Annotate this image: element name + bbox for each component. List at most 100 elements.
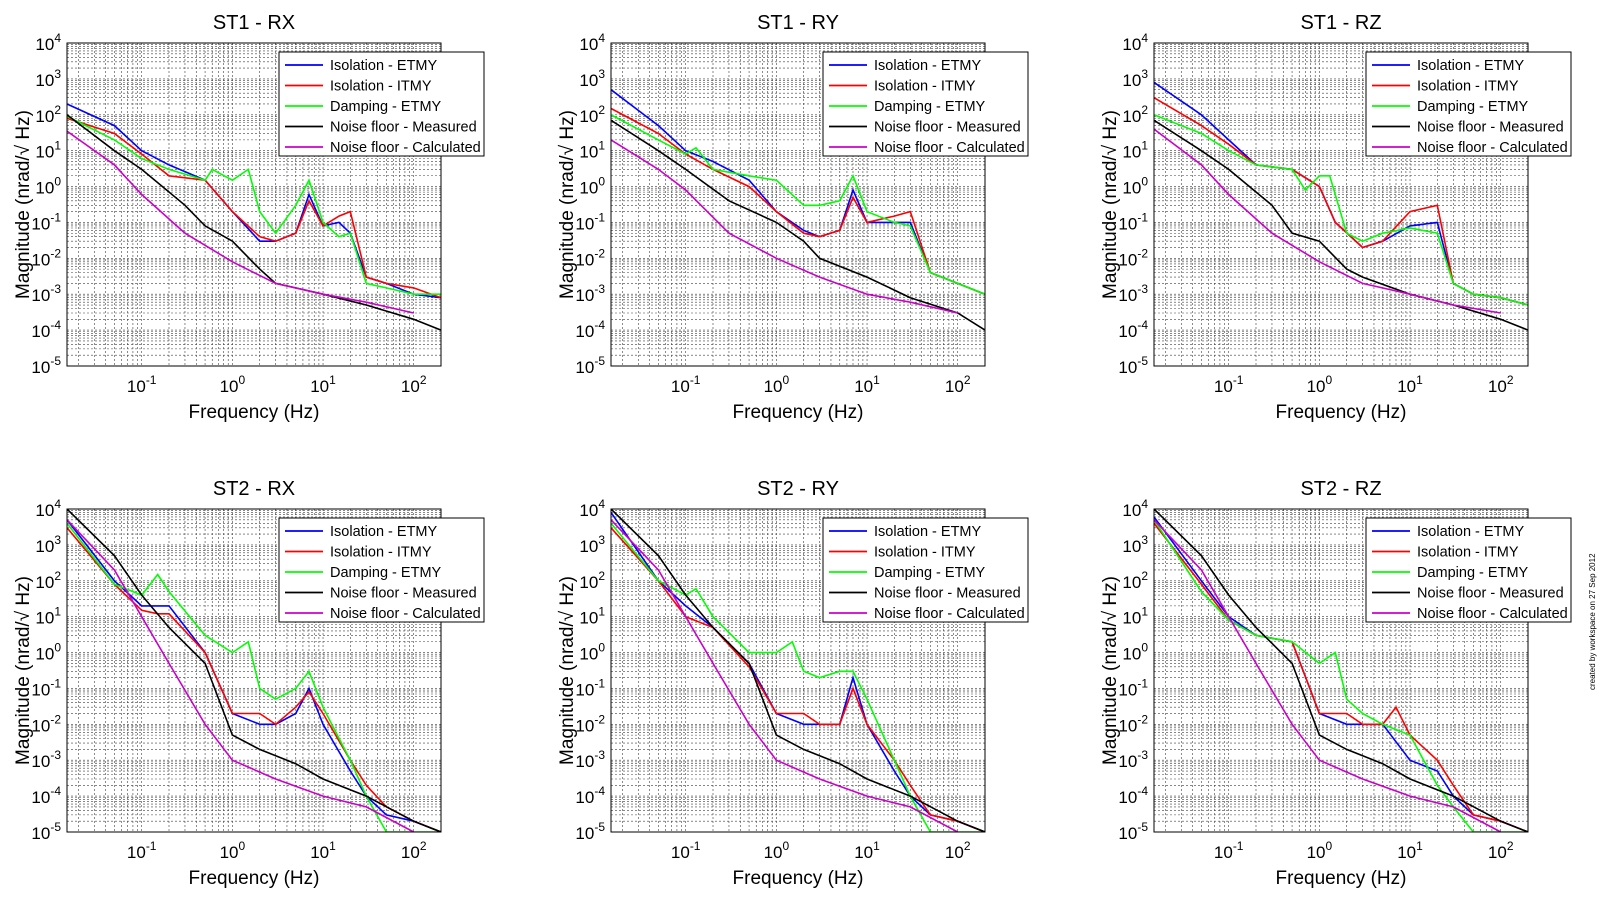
y-tick-label: 10-5: [575, 820, 605, 843]
series-line: [67, 115, 441, 296]
legend-label: Isolation - ITMY: [330, 545, 432, 561]
y-tick-label: 104: [1122, 31, 1148, 54]
y-tick-label: 103: [579, 533, 605, 556]
legend-label: Noise floor - Calculated: [874, 140, 1025, 156]
series-line: [611, 139, 958, 314]
x-axis-label: Frequency (Hz): [733, 402, 864, 423]
y-tick-label: 10-1: [575, 210, 605, 233]
legend-label: Isolation - ETMY: [330, 58, 437, 74]
series-line: [1154, 509, 1528, 832]
chart-title: ST1 - RY: [757, 12, 839, 34]
series-line: [67, 114, 441, 331]
y-tick-label: 10-3: [1118, 748, 1148, 771]
legend-box: [822, 51, 1029, 157]
x-tick-label: 102: [1488, 839, 1514, 862]
legend-label: Noise floor - Calculated: [874, 606, 1025, 622]
y-tick-label: 101: [579, 605, 605, 628]
y-tick-label: 10-4: [1118, 318, 1148, 341]
y-tick-label: 10-3: [31, 748, 61, 771]
series-line: [67, 509, 441, 832]
y-tick-label: 10-1: [1118, 210, 1148, 233]
y-tick-label: 104: [579, 497, 605, 520]
legend-label: Damping - ETMY: [330, 565, 442, 581]
x-tick-label: 101: [854, 839, 880, 862]
legend-label: Noise floor - Measured: [1417, 120, 1564, 136]
legend-box: [822, 517, 1029, 623]
plot-area: [67, 103, 441, 331]
legend-box: [278, 517, 485, 623]
x-tick-label: 100: [220, 373, 246, 396]
chart-panel: 10-1 100 101 102 10-5 10-4 10-3 10-2 10-1 100 101 1…: [13, 478, 485, 889]
x-tick-label: 100: [1307, 373, 1333, 396]
legend-box: [1365, 517, 1572, 623]
series-line: [611, 522, 985, 832]
plot-area: [1154, 81, 1528, 331]
y-tick-label: 101: [35, 605, 61, 628]
series-line: [1154, 519, 1528, 832]
plot-area: [611, 89, 985, 331]
y-tick-label: 101: [35, 139, 61, 162]
chart-title: ST2 - RX: [213, 478, 295, 500]
x-tick-label: 102: [945, 839, 971, 862]
y-tick-label: 10-5: [1118, 820, 1148, 843]
x-tick-label: 101: [1397, 373, 1423, 396]
axes-frame: [66, 42, 442, 367]
y-tick-label: 102: [579, 103, 605, 126]
x-tick-label: 10-1: [127, 839, 157, 862]
y-tick-label: 10-2: [31, 712, 61, 735]
legend-label: Damping - ETMY: [1417, 99, 1529, 115]
watermark-text: created by workspace on 27 Sep 2012: [1588, 553, 1597, 690]
y-tick-label: 10-2: [575, 712, 605, 735]
x-tick-label: 100: [1307, 839, 1333, 862]
series-line: [611, 119, 985, 331]
y-tick-label: 103: [35, 67, 61, 90]
series-line: [611, 107, 985, 295]
series-line: [1154, 128, 1501, 314]
legend-label: Noise floor - Measured: [874, 586, 1021, 602]
x-tick-label: 10-1: [1214, 839, 1244, 862]
legend-label: Isolation - ETMY: [1417, 58, 1524, 74]
y-axis-label: Magnitude (nrad/√ Hz): [1100, 576, 1121, 765]
chart-panel: 10-1 100 101 102 10-5 10-4 10-3 10-2 10-1 100 101 1…: [13, 12, 485, 423]
x-tick-label: 101: [1397, 839, 1423, 862]
y-tick-label: 103: [579, 67, 605, 90]
x-tick-label: 10-1: [671, 839, 701, 862]
series-line: [67, 130, 414, 314]
x-axis-label: Frequency (Hz): [189, 402, 320, 423]
y-tick-label: 100: [35, 641, 61, 664]
y-tick-label: 101: [579, 139, 605, 162]
y-axis-label: Magnitude (nrad/√ Hz): [557, 110, 578, 299]
axes-frame: [66, 508, 442, 833]
y-tick-label: 10-2: [1118, 246, 1148, 269]
chart-title: ST2 - RZ: [1300, 478, 1381, 500]
x-tick-label: 102: [401, 839, 427, 862]
y-tick-label: 10-1: [1118, 676, 1148, 699]
y-tick-label: 10-3: [1118, 282, 1148, 305]
series-line: [611, 509, 985, 832]
legend-label: Isolation - ETMY: [1417, 524, 1524, 540]
y-tick-label: 10-3: [575, 748, 605, 771]
chart-title: ST2 - RY: [757, 478, 839, 500]
legend-box: [278, 51, 485, 157]
y-tick-label: 10-2: [1118, 712, 1148, 735]
axes-frame: [1153, 508, 1529, 833]
x-tick-label: 10-1: [1214, 373, 1244, 396]
series-line: [611, 114, 985, 295]
series-line: [1154, 114, 1528, 306]
axes-frame: [610, 508, 986, 833]
y-tick-label: 10-3: [575, 282, 605, 305]
y-tick-label: 10-3: [31, 282, 61, 305]
chart-panel: 10-1 100 101 102 10-5 10-4 10-3 10-2 10-1 100 101 1…: [557, 478, 1029, 889]
y-tick-label: 103: [1122, 533, 1148, 556]
legend-label: Damping - ETMY: [874, 99, 986, 115]
x-axis-label: Frequency (Hz): [1276, 868, 1407, 889]
y-tick-label: 104: [1122, 497, 1148, 520]
legend-label: Noise floor - Calculated: [330, 140, 481, 156]
legend-label: Noise floor - Measured: [1417, 586, 1564, 602]
legend-label: Damping - ETMY: [1417, 565, 1529, 581]
chart-title: ST1 - RX: [213, 12, 295, 34]
series-line: [1154, 519, 1502, 832]
axes-frame: [610, 42, 986, 367]
x-tick-label: 101: [310, 839, 336, 862]
